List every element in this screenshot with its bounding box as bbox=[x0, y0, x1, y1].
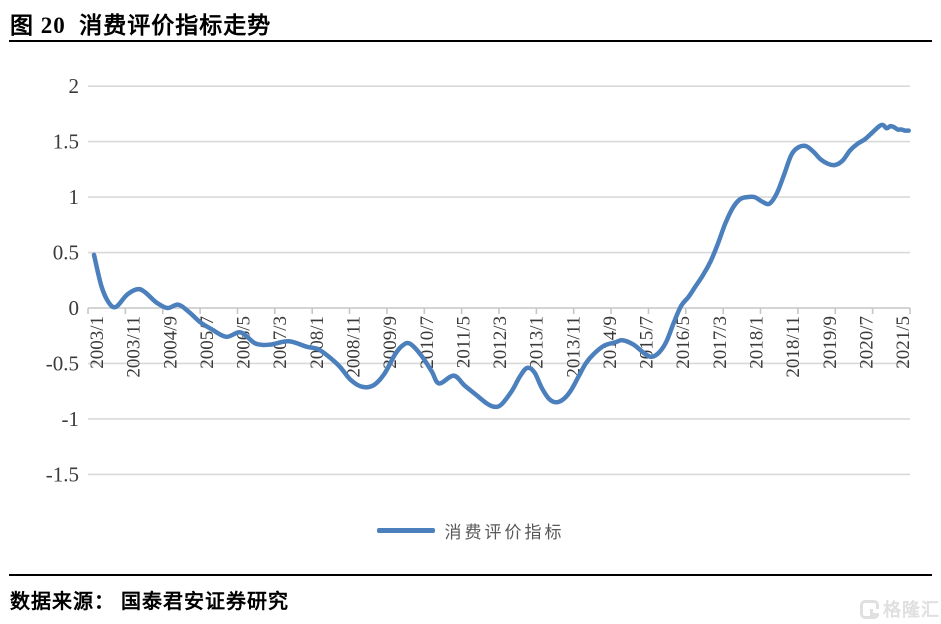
x-axis-label: 2019/9 bbox=[820, 316, 841, 369]
gelonghui-logo-icon bbox=[860, 599, 879, 619]
x-axis-label: 2008/1 bbox=[307, 316, 328, 369]
source-note: 数据来源： 国泰君安证券研究 bbox=[10, 591, 289, 613]
x-axis-label: 2008/11 bbox=[344, 316, 365, 378]
series-line bbox=[91, 122, 911, 410]
legend-line-sample-icon bbox=[376, 528, 435, 533]
title-underline-rule bbox=[9, 40, 932, 42]
y-axis-label: 0 bbox=[69, 296, 80, 320]
y-axis-label: -1.5 bbox=[46, 462, 79, 486]
x-axis-label: 2018/11 bbox=[783, 316, 804, 378]
x-axis-label: 2017/3 bbox=[710, 316, 731, 369]
y-axis-label: 0.5 bbox=[53, 241, 79, 265]
x-axis-label: 2004/9 bbox=[160, 316, 181, 369]
x-axis-label: 2012/3 bbox=[490, 316, 511, 369]
x-axis-label: 2011/5 bbox=[453, 316, 474, 368]
x-axis-label: 2003/1 bbox=[87, 316, 108, 369]
y-axis-label: 1.5 bbox=[53, 130, 79, 154]
page-title: 图 20 消费评价指标走势 bbox=[10, 13, 272, 38]
x-axis-label: 2013/11 bbox=[563, 316, 584, 378]
x-axis-label: 2016/5 bbox=[673, 316, 694, 369]
x-axis-label: 2006/5 bbox=[234, 316, 255, 369]
x-axis-label: 2018/1 bbox=[747, 316, 768, 369]
footer-rule bbox=[9, 574, 932, 576]
y-axis-label: -1 bbox=[62, 407, 80, 431]
x-axis-label: 2015/7 bbox=[637, 316, 658, 369]
y-axis-label: 2 bbox=[69, 74, 80, 98]
x-axis-label: 2020/7 bbox=[856, 316, 877, 369]
x-axis-label: 2021/5 bbox=[893, 316, 914, 369]
y-axis-label: 1 bbox=[69, 185, 80, 209]
x-axis-label: 2013/1 bbox=[527, 316, 548, 369]
gelonghui-watermark-text: 格隆汇 bbox=[883, 600, 940, 620]
x-axis-label: 2003/11 bbox=[124, 316, 145, 378]
chart-legend: 消费评价指标 bbox=[0, 518, 941, 543]
y-axis-label: -0.5 bbox=[46, 351, 79, 375]
legend-label: 消费评价指标 bbox=[444, 523, 565, 542]
gelonghui-watermark: 格隆汇 bbox=[860, 596, 940, 622]
